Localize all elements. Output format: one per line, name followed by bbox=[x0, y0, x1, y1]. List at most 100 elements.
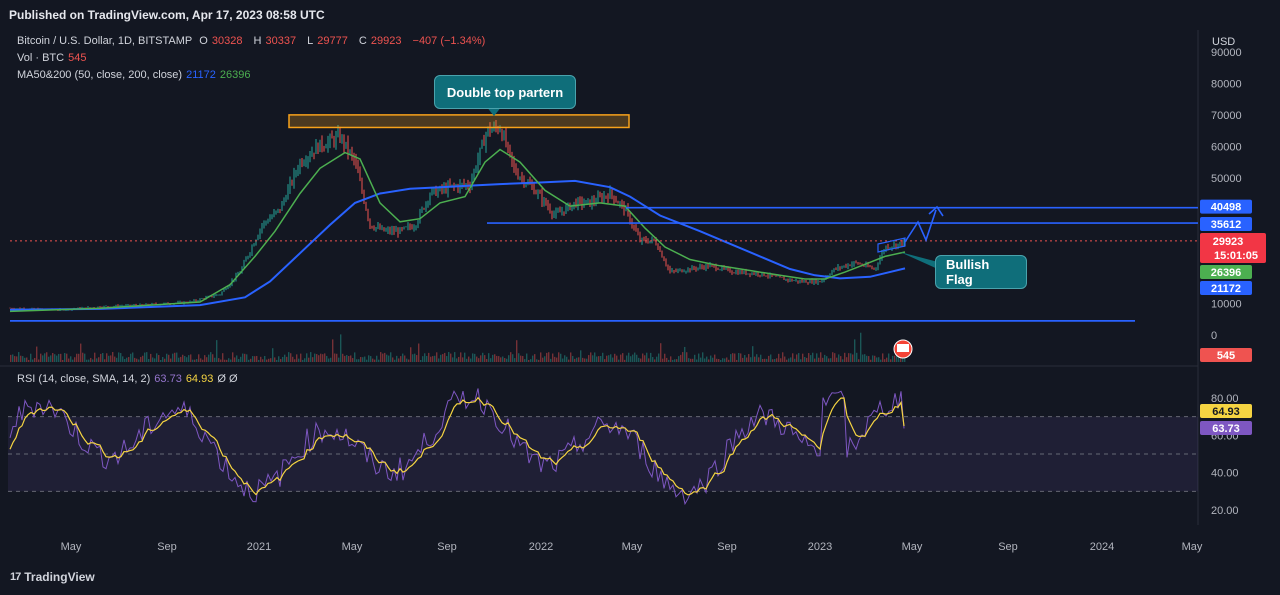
volume-bar bbox=[542, 357, 544, 362]
volume-bar bbox=[890, 359, 892, 362]
ma-legend[interactable]: MA50&200 (50, close, 200, close) 21172 263… bbox=[17, 69, 254, 81]
volume-bar bbox=[592, 355, 594, 362]
volume-bar bbox=[746, 357, 748, 362]
volume-bar bbox=[46, 352, 48, 362]
volume-bar bbox=[254, 356, 256, 362]
volume-bar bbox=[564, 355, 566, 362]
volume-bar bbox=[450, 353, 452, 362]
volume-bar bbox=[598, 356, 600, 362]
volume-bar bbox=[640, 358, 642, 362]
volume-bar bbox=[276, 359, 278, 362]
volume-bar bbox=[364, 356, 366, 362]
close-value: C 29923 bbox=[359, 35, 406, 47]
tradingview-footer[interactable]: 17 TradingView bbox=[10, 570, 95, 584]
volume-bar bbox=[50, 355, 52, 362]
volume-bar bbox=[376, 355, 378, 362]
volume-bar bbox=[172, 353, 174, 362]
volume-bar bbox=[430, 356, 432, 362]
volume-bar bbox=[350, 355, 352, 362]
volume-bar bbox=[294, 359, 296, 362]
volume-bar bbox=[296, 354, 298, 362]
volume-bar bbox=[396, 355, 398, 362]
volume-bar bbox=[808, 353, 810, 362]
volume-bar bbox=[894, 355, 896, 362]
volume-bar bbox=[68, 358, 70, 362]
volume-bar bbox=[708, 359, 710, 362]
volume-bar bbox=[242, 353, 244, 362]
volume-bar bbox=[226, 359, 228, 362]
projection-arrow-icon bbox=[928, 205, 944, 217]
volume-bar bbox=[844, 352, 846, 362]
price-axis-tick: 60000 bbox=[1211, 141, 1242, 153]
volume-bar bbox=[718, 359, 720, 362]
tag-ma200: 21172 bbox=[1211, 283, 1241, 295]
volume-bar bbox=[468, 356, 470, 362]
volume-bar bbox=[516, 340, 518, 362]
volume-bar bbox=[710, 355, 712, 362]
volume-bar bbox=[234, 357, 236, 362]
volume-bar bbox=[208, 354, 210, 362]
volume-bar bbox=[664, 353, 666, 362]
open-label: O bbox=[199, 35, 208, 47]
volume-bar bbox=[466, 358, 468, 362]
volume-bar bbox=[388, 355, 390, 362]
volume-bar bbox=[838, 354, 840, 362]
volume-bar bbox=[470, 358, 472, 362]
close-val: 29923 bbox=[370, 35, 402, 47]
volume-bar bbox=[496, 355, 498, 362]
volume-bar bbox=[162, 357, 164, 362]
volume-bar bbox=[780, 358, 782, 362]
volume-bar bbox=[680, 354, 682, 362]
volume-bar bbox=[222, 353, 224, 362]
volume-bar bbox=[552, 353, 554, 362]
volume-bar bbox=[714, 354, 716, 362]
brand-label: TradingView bbox=[24, 570, 95, 584]
volume-bar bbox=[218, 358, 220, 362]
volume-bar bbox=[634, 352, 636, 362]
rsi-legend[interactable]: RSI (14, close, SMA, 14, 2) 63.73 64.93 Ø Ø bbox=[17, 373, 242, 385]
volume-bar bbox=[306, 353, 308, 362]
volume-bar bbox=[818, 357, 820, 362]
volume-bar bbox=[576, 357, 578, 362]
volume-bar bbox=[320, 353, 322, 362]
volume-bar bbox=[528, 359, 530, 362]
price-axis-tick: 10000 bbox=[1211, 299, 1242, 311]
volume-bar bbox=[404, 355, 406, 362]
volume-bar bbox=[292, 356, 294, 362]
volume-bar bbox=[346, 355, 348, 362]
volume-bar bbox=[888, 353, 890, 362]
volume-bar bbox=[842, 359, 844, 362]
volume-bar bbox=[490, 358, 492, 362]
volume-bar bbox=[786, 359, 788, 362]
volume-legend[interactable]: Vol · BTC 545 bbox=[17, 52, 90, 64]
symbol-label[interactable]: Bitcoin / U.S. Dollar, 1D, BITSTAMP bbox=[17, 35, 193, 47]
volume-bar bbox=[662, 358, 664, 362]
volume-bar bbox=[778, 353, 780, 362]
volume-bar bbox=[456, 358, 458, 362]
volume-bar bbox=[648, 358, 650, 362]
tag-ma50: 26396 bbox=[1211, 267, 1242, 279]
tag-ma200-bg bbox=[1200, 281, 1252, 295]
volume-bar bbox=[776, 358, 778, 362]
volume-bar bbox=[462, 357, 464, 362]
volume-bar bbox=[806, 357, 808, 362]
double-top-zone bbox=[288, 114, 630, 129]
volume-bar bbox=[578, 357, 580, 362]
volume-bar bbox=[132, 352, 134, 362]
time-axis-tick: 2022 bbox=[529, 541, 553, 553]
low-label: L bbox=[307, 35, 314, 47]
volume-bar bbox=[442, 354, 444, 362]
volume-bar bbox=[236, 355, 238, 362]
time-axis-tick: 2021 bbox=[247, 541, 271, 553]
volume-bar bbox=[90, 357, 92, 362]
volume-bar bbox=[626, 355, 628, 362]
volume-bar bbox=[862, 354, 864, 362]
volume-bar bbox=[638, 357, 640, 362]
volume-bar bbox=[138, 359, 140, 362]
ma200-value: 26396 bbox=[219, 69, 251, 81]
volume-bar bbox=[268, 358, 270, 362]
volume-bar bbox=[690, 358, 692, 362]
volume-bar bbox=[652, 357, 654, 362]
volume-bar bbox=[180, 356, 182, 362]
